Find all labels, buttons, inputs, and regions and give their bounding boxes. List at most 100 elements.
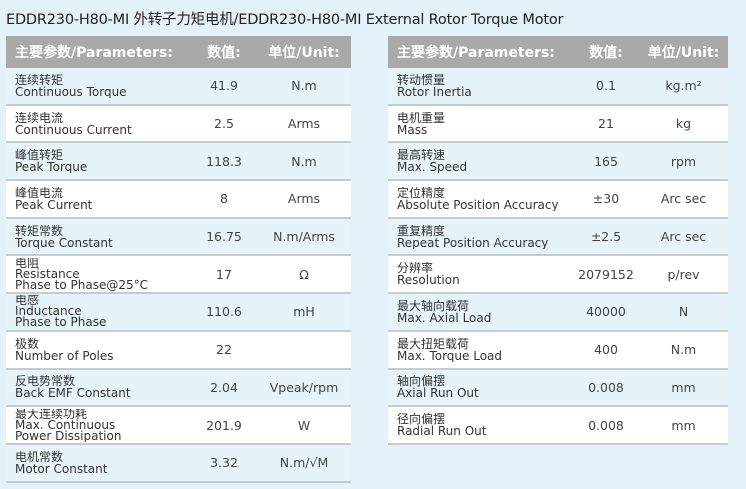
param-unit: N.m/√M bbox=[279, 455, 329, 471]
param-unit: mm bbox=[671, 417, 696, 433]
table-row: 转矩常数 Torque Constant 16.75 N.m/Arms bbox=[6, 218, 351, 257]
table-header: 主要参数/Parameters: 数值: 单位/Unit: bbox=[388, 36, 728, 68]
param-value: 2.04 bbox=[210, 379, 238, 395]
param-name-zh: 重复精度 bbox=[397, 224, 446, 238]
param-name-en: Rotor Inertia bbox=[397, 84, 472, 98]
param-cell: 反电势常数 Back EMF Constant bbox=[6, 375, 191, 399]
param-unit: mH bbox=[293, 304, 315, 320]
param-cell: 峰值转矩 Peak Torque bbox=[6, 149, 191, 173]
param-name-en: Number of Poles bbox=[15, 348, 114, 362]
param-cell: 转矩常数 Torque Constant bbox=[6, 225, 191, 249]
param-name-zh: 峰值电流 bbox=[15, 186, 64, 200]
param-name-en: Max. Axial Load bbox=[397, 310, 492, 324]
param-name-en: Mass bbox=[397, 122, 428, 136]
table-row: 电机重量 Mass 21 kg bbox=[388, 105, 728, 144]
param-value: 16.75 bbox=[206, 229, 242, 245]
param-value: ±2.5 bbox=[590, 229, 622, 245]
header-value: 数值: bbox=[207, 45, 241, 61]
param-unit: Arc sec bbox=[660, 191, 707, 207]
param-name-zh: 径向偏摆 bbox=[397, 413, 446, 427]
param-name-en: Max. Torque Load bbox=[397, 348, 502, 362]
param-value: 3.32 bbox=[210, 455, 238, 471]
param-cell: 最大连续功耗 Max. Continuous Power Dissipation bbox=[6, 409, 191, 442]
param-name-en: Absolute Position Accuracy bbox=[397, 197, 559, 211]
param-name-zh: 最高转速 bbox=[397, 149, 446, 163]
param-name-zh: 电感 bbox=[15, 295, 40, 308]
table-header: 主要参数/Parameters: 数值: 单位/Unit: bbox=[6, 36, 351, 68]
param-value: 0.008 bbox=[588, 379, 624, 395]
param-value: 0.008 bbox=[588, 417, 624, 433]
table-row: 定位精度 Absolute Position Accuracy ±30 Arc sec bbox=[388, 181, 728, 219]
header-param: 主要参数/Parameters: bbox=[397, 45, 555, 61]
param-value: 8 bbox=[220, 191, 228, 207]
param-name-en: Max. Continuous bbox=[15, 417, 116, 432]
param-name-zh: 电机常数 bbox=[15, 450, 64, 464]
header-value: 数值: bbox=[589, 45, 623, 61]
param-value: 118.3 bbox=[206, 153, 242, 169]
param-name-en: Resolution bbox=[397, 273, 460, 287]
param-name-zh: 定位精度 bbox=[397, 186, 446, 200]
param-name-en: Peak Current bbox=[15, 197, 93, 211]
param-value: 40000 bbox=[586, 304, 626, 320]
param-cell: 轴向偏摆 Axial Run Out bbox=[388, 375, 573, 399]
param-unit: N.m bbox=[291, 78, 317, 94]
param-name-en: Phase to Phase@25°C bbox=[15, 277, 148, 291]
table-row: 峰值电流 Peak Current 8 Arms bbox=[6, 181, 351, 219]
header-unit: 单位/Unit: bbox=[268, 45, 340, 61]
param-value: 2079152 bbox=[578, 266, 634, 282]
param-cell: 电感 Inductance Phase to Phase bbox=[6, 295, 191, 328]
table-row: 径向偏摆 Radial Run Out 0.008 mm bbox=[388, 407, 728, 445]
param-unit: W bbox=[297, 417, 311, 433]
param-name-en: Peak Torque bbox=[15, 160, 88, 174]
param-unit: Arc sec bbox=[660, 229, 707, 245]
table-row: 电阻 Resistance Phase to Phase@25°C 17 Ω bbox=[6, 256, 351, 295]
table-row: 重复精度 Repeat Position Accuracy ±2.5 Arc sec bbox=[388, 218, 728, 257]
param-value: 400 bbox=[594, 342, 618, 358]
header-unit: 单位/Unit: bbox=[647, 45, 720, 61]
table-row: 连续转矩 Continuous Torque 41.9 N.m bbox=[6, 68, 351, 106]
param-value: ±30 bbox=[592, 191, 620, 207]
param-unit: kg.m² bbox=[665, 78, 702, 94]
param-name-en: Continuous Torque bbox=[15, 84, 127, 98]
param-name-zh: 转矩常数 bbox=[15, 224, 64, 238]
param-unit: mm bbox=[671, 379, 696, 395]
param-unit: Vpeak/rpm bbox=[269, 379, 339, 395]
table-row: 极数 Number of Poles 22 bbox=[6, 331, 351, 370]
param-name-en: Radial Run Out bbox=[397, 424, 487, 438]
param-cell: 电机常数 Motor Constant bbox=[6, 451, 191, 475]
param-name-zh: 最大连续功耗 bbox=[15, 408, 88, 421]
param-cell: 定位精度 Absolute Position Accuracy bbox=[388, 187, 573, 211]
param-unit: Ω bbox=[299, 266, 309, 282]
param-value: 0.1 bbox=[596, 78, 616, 94]
param-name-en: Motor Constant bbox=[15, 461, 108, 475]
param-unit: Arms bbox=[287, 191, 321, 207]
param-cell: 最大扭矩载荷 Max. Torque Load bbox=[388, 338, 573, 362]
param-cell: 连续电流 Continuous Current bbox=[6, 112, 191, 136]
param-name-zh: 极数 bbox=[15, 337, 40, 351]
param-name-en: Power Dissipation bbox=[15, 428, 122, 442]
table-row: 最高转速 Max. Speed 165 rpm bbox=[388, 143, 728, 182]
param-cell: 径向偏摆 Radial Run Out bbox=[388, 413, 573, 437]
param-cell: 最大轴向载荷 Max. Axial Load bbox=[388, 300, 573, 324]
header-param: 主要参数/Parameters: bbox=[15, 45, 173, 61]
table-row: 峰值转矩 Peak Torque 118.3 N.m bbox=[6, 143, 351, 182]
param-name-zh: 连续转矩 bbox=[15, 73, 64, 87]
table-row: 转动惯量 Rotor Inertia 0.1 kg.m² bbox=[388, 68, 728, 106]
param-value: 2.5 bbox=[214, 116, 234, 132]
param-name-zh: 反电势常数 bbox=[15, 375, 76, 389]
param-cell: 最高转速 Max. Speed bbox=[388, 149, 573, 173]
param-name-en: Continuous Current bbox=[15, 122, 132, 136]
param-value: 21 bbox=[598, 116, 614, 132]
param-unit: p/rev bbox=[667, 266, 700, 282]
param-name-zh: 峰值转矩 bbox=[15, 149, 64, 163]
table-row: 反电势常数 Back EMF Constant 2.04 Vpeak/rpm bbox=[6, 369, 351, 408]
param-name-zh: 最大轴向载荷 bbox=[397, 299, 470, 313]
param-unit: N bbox=[678, 304, 689, 320]
table-row: 轴向偏摆 Axial Run Out 0.008 mm bbox=[388, 369, 728, 408]
param-unit: kg bbox=[675, 116, 692, 132]
param-unit: N.m bbox=[670, 342, 697, 358]
param-name-en: Phase to Phase bbox=[15, 315, 107, 329]
param-name-zh: 电阻 bbox=[15, 257, 40, 270]
param-name-zh: 连续电流 bbox=[15, 111, 64, 125]
param-cell: 电机重量 Mass bbox=[388, 112, 573, 136]
